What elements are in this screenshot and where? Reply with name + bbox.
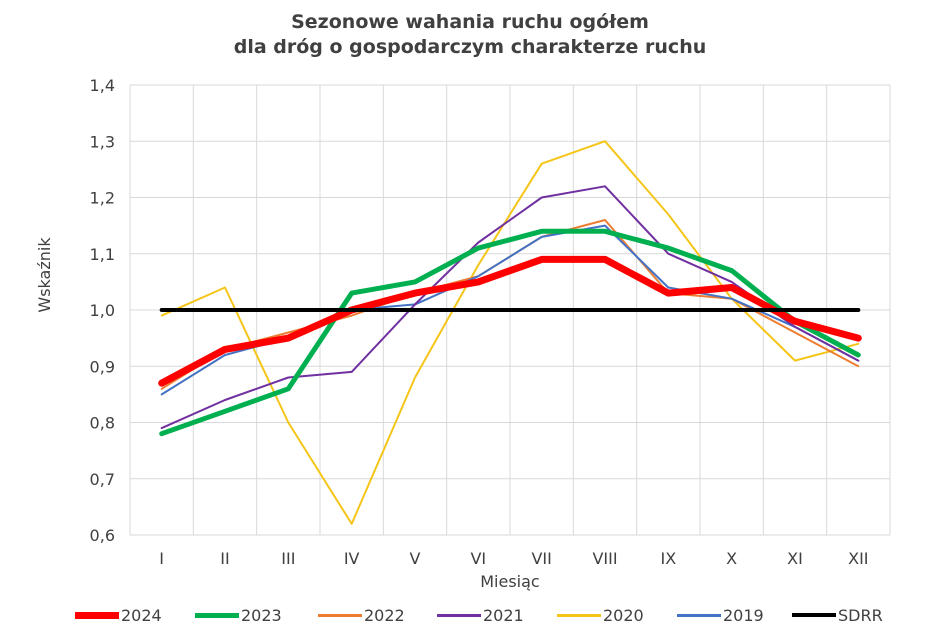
series-lines	[158, 140, 862, 525]
legend-item-sdrr: SDRR	[792, 600, 883, 630]
y-tick-label: 0,8	[90, 414, 115, 433]
y-tick-label: 1,1	[90, 245, 115, 264]
x-tick-label: XI	[787, 549, 803, 568]
x-tick-label: VII	[531, 549, 551, 568]
legend-item-2021: 2021	[437, 600, 524, 630]
x-tick-label: I	[159, 549, 164, 568]
legend-swatch	[195, 612, 239, 618]
x-tick-label: V	[410, 549, 421, 568]
x-tick-label: IV	[344, 549, 360, 568]
legend-item-2020: 2020	[557, 600, 644, 630]
x-tick-label: IX	[660, 549, 676, 568]
series-line-2024	[158, 255, 862, 387]
legend-swatch	[677, 613, 721, 617]
legend-label: 2020	[603, 605, 644, 625]
chart-title-line-2: dla dróg o gospodarczym charakterze ruch…	[233, 36, 707, 58]
x-tick-label: II	[220, 549, 229, 568]
x-tick-label: VI	[470, 549, 486, 568]
y-axis-ticks: 0,6 0,7 0,8 0,9 1,0 1,1 1,2 1,3 1,4	[90, 76, 115, 545]
chart-title: Sezonowe wahania ruchu ogółem dla dróg o…	[0, 10, 940, 60]
legend-item-2024: 2024	[75, 600, 162, 630]
y-tick-label: 0,7	[90, 470, 115, 489]
y-tick-label: 1,2	[90, 189, 115, 208]
legend-swatch	[557, 613, 601, 617]
x-tick-label: VIII	[592, 549, 617, 568]
legend-item-2019: 2019	[677, 600, 764, 630]
series-line-2023	[159, 228, 861, 437]
chart-title-line-1: Sezonowe wahania ruchu ogółem	[291, 11, 649, 33]
legend-label: SDRR	[838, 605, 883, 625]
y-tick-label: 1,0	[90, 301, 115, 320]
y-axis-label: Wskaźnik	[35, 237, 54, 313]
legend-label: 2024	[121, 605, 162, 625]
legend-swatch	[792, 613, 836, 617]
legend-swatch	[318, 613, 362, 617]
legend-item-2023: 2023	[195, 600, 282, 630]
legend-swatch	[437, 613, 481, 617]
line-chart: 0,60,70,80,91,01,11,21,31,4 I II III IV V VI V…	[35, 76, 891, 591]
y-tick-label: 1,3	[90, 132, 115, 151]
legend-label: 2021	[483, 605, 524, 625]
x-axis-label: Miesiąc	[480, 572, 539, 591]
legend-item-2022: 2022	[318, 600, 405, 630]
legend-label: 2023	[241, 605, 282, 625]
x-axis-ticks: I II III IV V VI VII VIII IX X XI XII	[159, 549, 868, 568]
y-tick-label: 0,9	[90, 357, 115, 376]
x-tick-label: XII	[848, 549, 868, 568]
x-tick-label: X	[726, 549, 737, 568]
legend-label: 2022	[364, 605, 405, 625]
x-tick-label: III	[281, 549, 295, 568]
legend-label: 2019	[723, 605, 764, 625]
y-tick-label: 0,6	[90, 526, 115, 545]
y-tick-label: 1,4	[90, 76, 115, 95]
legend-swatch	[75, 611, 119, 619]
legend: 2024 2023 2022 2021 2020 2019 SDRR	[0, 600, 940, 630]
